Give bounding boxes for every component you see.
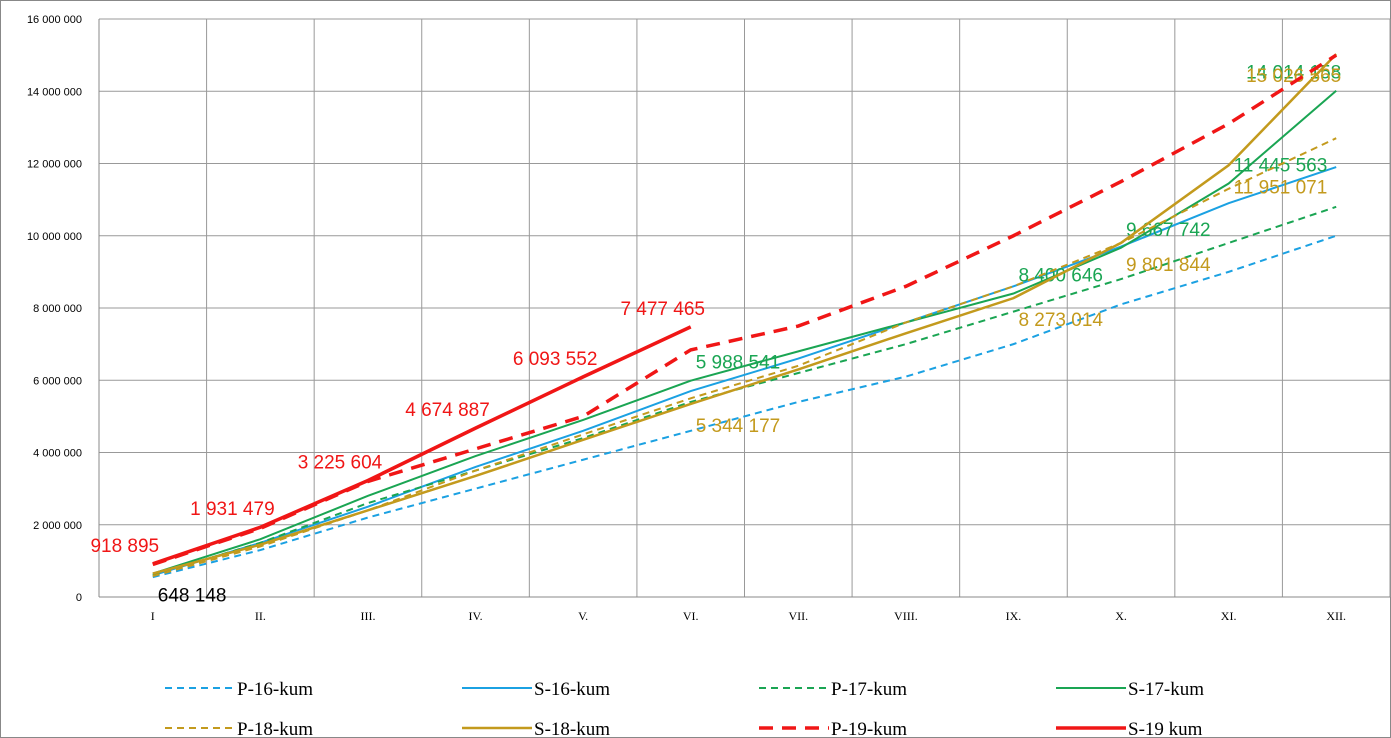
legend-label: S-17-kum [1128, 679, 1204, 700]
x-tick-label: V. [578, 609, 588, 623]
data-label: 8 273 014 [1018, 310, 1103, 331]
y-tick-label: 6 000 000 [33, 375, 82, 387]
data-label: 648 148 [158, 586, 227, 607]
data-label: 11 445 563 [1234, 156, 1328, 177]
x-tick-label: II. [255, 609, 266, 623]
x-tick-label: XII. [1326, 609, 1346, 623]
x-tick-label: X. [1115, 609, 1127, 623]
x-tick-label: VII. [788, 609, 808, 623]
data-label: 5 988 541 [696, 353, 781, 374]
y-tick-label: 4 000 000 [33, 448, 82, 460]
x-tick-label: III. [360, 609, 375, 623]
data-label: 3 225 604 [298, 452, 383, 473]
data-label: 4 674 887 [405, 400, 490, 421]
x-tick-label: VIII. [894, 609, 918, 623]
x-tick-label: IV. [468, 609, 482, 623]
x-tick-label: I [151, 609, 155, 623]
data-label: 6 093 552 [513, 349, 598, 370]
legend-label: S-19 kum [1128, 719, 1203, 738]
series-line [152, 89, 1337, 575]
x-tick-label: VI. [683, 609, 699, 623]
legend-label: P-17-kum [831, 679, 907, 700]
y-tick-label: 8 000 000 [33, 303, 82, 315]
data-label: 8 400 646 [1018, 266, 1103, 287]
series-line [152, 166, 1337, 577]
data-label: 7 477 465 [620, 299, 705, 320]
legend-label: P-19-kum [831, 719, 907, 738]
legend-label: P-16-kum [237, 679, 313, 700]
legend-label: S-18-kum [534, 719, 610, 738]
legend-label: P-18-kum [237, 719, 313, 738]
data-label: 15 026 565 [1246, 66, 1341, 87]
series-line [152, 53, 1338, 575]
legend-label: S-16-kum [534, 679, 610, 700]
data-label: 918 895 [90, 536, 159, 557]
y-tick-label: 10 000 000 [27, 231, 82, 243]
series-line [152, 234, 1337, 579]
y-tick-label: 14 000 000 [27, 86, 82, 98]
data-label: 5 344 177 [696, 416, 781, 437]
y-tick-label: 12 000 000 [27, 159, 82, 171]
data-label: 11 951 071 [1234, 177, 1328, 198]
y-tick-label: 16 000 000 [27, 14, 82, 26]
series-line [152, 325, 692, 566]
data-label: 1 931 479 [190, 499, 275, 520]
y-tick-label: 2 000 000 [33, 520, 82, 532]
series-line [152, 205, 1337, 577]
y-tick-label: 0 [76, 592, 82, 604]
x-tick-label: XI. [1221, 609, 1237, 623]
x-tick-label: IX. [1006, 609, 1022, 623]
data-label: 9 801 844 [1126, 255, 1211, 276]
